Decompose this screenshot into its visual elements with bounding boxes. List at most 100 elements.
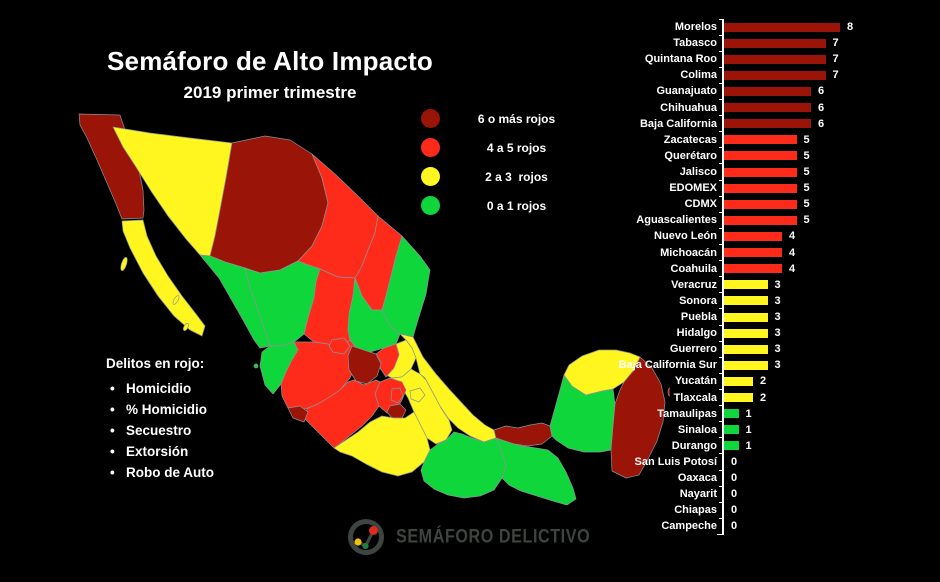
bar-value: 6: [818, 101, 825, 114]
state-morelos: [386, 403, 407, 419]
state-guerrero: [333, 411, 431, 477]
bar: [724, 135, 797, 145]
bar-label-text: Baja California: [639, 117, 717, 130]
bar-label-text: CDMX: [684, 198, 717, 211]
bar: [724, 280, 768, 290]
bar: [724, 151, 797, 161]
bar-label: Aguascalientes: [628, 214, 722, 226]
bar-row: EDOMEX 5: [628, 179, 853, 197]
bar-area: 0: [718, 485, 853, 503]
bar-area: 6: [718, 82, 853, 100]
bar-label-text: Querétaro: [664, 149, 717, 162]
bar-row: Chiapas 0: [628, 501, 853, 519]
bar-label: Nuevo León: [628, 230, 722, 242]
bar-row: Durango 1: [628, 437, 853, 454]
logo-wordmark: SEMÁFORO DELICTIVO: [396, 525, 591, 548]
delito-item: • Homicidio: [106, 378, 214, 399]
legend: 6 o más rojos 4 a 5 rojos 2 a 3 rojos 0 a 1…: [421, 104, 593, 220]
bar: [724, 376, 753, 386]
bar-label: Guerrero: [628, 343, 722, 355]
bar-label-text: Yucatán: [674, 375, 717, 388]
bar-value: 7: [832, 53, 839, 66]
state-tlaxcala: [409, 387, 426, 403]
bar-label: Tlaxcala: [628, 392, 722, 404]
bar-label-text: Nuevo León: [654, 230, 717, 243]
bar: [724, 328, 768, 338]
bullet-icon: •: [110, 465, 115, 480]
bar-value: 2: [760, 375, 767, 388]
bar-area: 6: [718, 99, 853, 116]
bar: [724, 86, 811, 96]
bullet-icon: •: [110, 402, 115, 417]
bar: [724, 409, 739, 419]
bar: [724, 393, 753, 403]
bar: [724, 103, 811, 113]
delito-label: Robo de Auto: [126, 465, 214, 480]
bar-value: 5: [803, 166, 810, 179]
bar-value: 5: [803, 214, 810, 227]
traffic-light-logo-icon: [348, 519, 384, 555]
bar: [724, 231, 782, 241]
bar-label: Chihuahua: [628, 102, 722, 114]
bar-label-text: Tamaulipas: [657, 407, 717, 420]
bar-label: San Luis Potosí: [628, 456, 722, 468]
bar-value: 4: [789, 262, 796, 275]
bar-row: Aguascalientes 5: [628, 211, 853, 229]
bullet-icon: •: [110, 423, 115, 438]
bar-label: Baja California: [628, 118, 722, 130]
bar: [724, 425, 739, 435]
bar-area: 5: [718, 179, 853, 197]
bar-label: EDOMEX: [628, 182, 722, 194]
bar-row: Michoacán 4: [628, 244, 853, 261]
legend-color-dot-icon: [421, 167, 440, 186]
bar-label: Colima: [628, 69, 722, 81]
bar-label-text: Guerrero: [669, 343, 717, 356]
bar-area: 5: [718, 195, 853, 213]
bar-row: Baja California Sur 3: [619, 356, 853, 374]
bar: [724, 215, 797, 225]
bar-value: 4: [789, 230, 796, 243]
bar-area: 3: [718, 276, 853, 293]
bar-label: Guanajuato: [628, 85, 722, 97]
bar-area: 5: [718, 131, 853, 148]
bar-area: 0: [718, 501, 853, 519]
state-chiapas: [495, 437, 577, 506]
delitos-title: Delitos en rojo:: [106, 356, 205, 371]
bar-area: 2: [718, 372, 853, 390]
bar: [724, 22, 840, 32]
bar-value: 3: [774, 294, 781, 307]
bar-area: 0: [718, 469, 853, 487]
bullet-icon: •: [110, 444, 115, 459]
bar-label: Sonora: [628, 295, 722, 307]
legend-item: 2 a 3 rojos: [421, 162, 593, 191]
bar-area: 1: [718, 421, 853, 438]
states-bar-chart: Morelos 8 Tabasco 7 Quintana Roo 7 Colima 7 Guan…: [619, 18, 853, 535]
bar-area: 3: [718, 340, 853, 358]
bar-area: 1: [718, 437, 853, 454]
bar-label: Campeche: [628, 520, 722, 532]
bar: [724, 296, 768, 306]
bar-row: Colima 7: [628, 66, 853, 84]
legend-item: 4 a 5 rojos: [421, 133, 593, 162]
bar: [724, 183, 797, 193]
bar-row: San Luis Potosí 0: [628, 453, 853, 471]
bar-row: Oaxaca 0: [628, 469, 853, 487]
bar-value: 0: [731, 488, 738, 501]
bar-value: 7: [832, 69, 839, 82]
bar-label-text: Chiapas: [674, 504, 717, 517]
bar-value: 3: [774, 359, 781, 372]
bar-area: 0: [718, 453, 853, 471]
bar-row: Tlaxcala 2: [628, 389, 853, 406]
bar-area: 4: [718, 227, 853, 245]
bar-area: 5: [718, 163, 853, 181]
island-icon: [667, 387, 670, 397]
state-baja-california: [78, 113, 145, 220]
bar-label-text: Colima: [680, 69, 717, 82]
bar-label-text: Tlaxcala: [673, 391, 717, 404]
bar-row: Sinaloa 1: [628, 421, 853, 438]
bar-area: 7: [718, 50, 853, 68]
bar: [724, 70, 826, 80]
delito-item: • Secuestro: [106, 420, 214, 441]
bar-label: Puebla: [628, 311, 722, 323]
state-quintana-roo: [610, 356, 666, 479]
